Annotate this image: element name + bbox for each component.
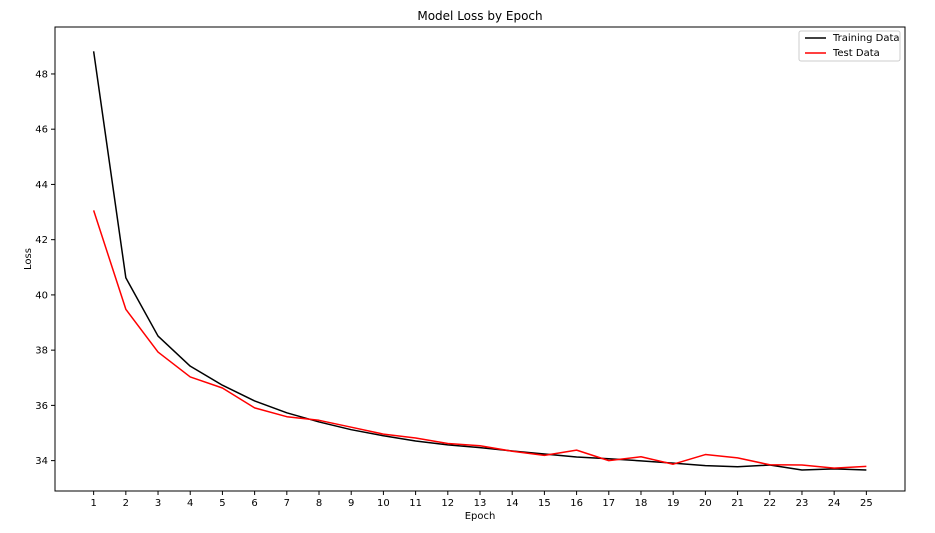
y-tick-label: 38 xyxy=(35,346,48,357)
x-axis-title: Epoch xyxy=(465,511,496,522)
x-tick-label: 7 xyxy=(284,498,290,509)
x-tick-label: 16 xyxy=(570,498,583,509)
x-tick-label: 11 xyxy=(409,498,422,509)
y-tick-label: 40 xyxy=(35,290,48,301)
x-tick-label: 5 xyxy=(219,498,225,509)
legend-label-training: Training Data xyxy=(832,33,900,44)
x-tick-label: 18 xyxy=(635,498,648,509)
test-data-line xyxy=(92,210,867,469)
x-tick-label: 15 xyxy=(538,498,551,509)
x-tick-label: 17 xyxy=(602,498,615,509)
x-tick-label: 13 xyxy=(474,498,487,509)
x-tick-label: 4 xyxy=(187,498,193,509)
y-axis: 34 36 38 40 42 44 46 48 xyxy=(35,69,55,467)
x-tick-label: 10 xyxy=(377,498,390,509)
x-tick-label: 2 xyxy=(123,498,129,509)
x-axis: 1 2 3 4 5 6 7 8 9 10 11 12 13 14 15 16 17 18 19 20 21 22 23 24 2… xyxy=(90,491,873,509)
legend: Training Data Test Data xyxy=(798,30,901,62)
x-tick-label: 22 xyxy=(763,498,776,509)
series-layer xyxy=(92,51,867,471)
x-tick-label: 8 xyxy=(316,498,322,509)
y-tick-label: 48 xyxy=(35,69,48,80)
x-tick-label: 20 xyxy=(699,498,712,509)
x-tick-label: 12 xyxy=(441,498,454,509)
x-tick-label: 21 xyxy=(731,498,744,509)
x-tick-label: 23 xyxy=(796,498,809,509)
x-tick-label: 19 xyxy=(667,498,680,509)
x-tick-label: 6 xyxy=(251,498,257,509)
y-tick-label: 36 xyxy=(35,401,48,412)
x-tick-label: 24 xyxy=(828,498,841,509)
y-tick-label: 44 xyxy=(35,180,48,191)
x-tick-label: 14 xyxy=(506,498,519,509)
x-tick-label: 9 xyxy=(348,498,354,509)
y-tick-label: 46 xyxy=(35,125,48,136)
y-tick-label: 34 xyxy=(35,456,48,467)
x-tick-label: 25 xyxy=(860,498,873,509)
chart-title: Model Loss by Epoch xyxy=(417,9,542,23)
y-tick-label: 42 xyxy=(35,235,48,246)
legend-label-test: Test Data xyxy=(832,48,880,59)
training-data-line xyxy=(92,51,867,471)
x-tick-label: 1 xyxy=(90,498,96,509)
x-tick-label: 3 xyxy=(155,498,161,509)
y-axis-title: Loss xyxy=(23,248,34,270)
plot-area-frame xyxy=(54,26,906,492)
